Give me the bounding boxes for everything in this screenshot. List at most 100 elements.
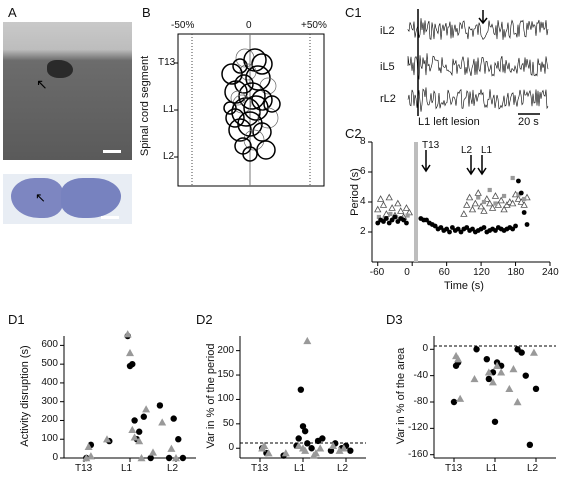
d1-point (179, 454, 187, 462)
d1-y-tick: 0 (52, 452, 58, 463)
d2-point (260, 441, 269, 449)
d2-point (299, 423, 307, 430)
c2-point (424, 217, 429, 223)
c2-point (444, 226, 450, 232)
d2-point (303, 336, 312, 345)
b-x-tick-right: +50% (301, 20, 327, 31)
c2-point (488, 204, 497, 211)
ventral-root-trace (407, 18, 549, 40)
arrow-icon: ↖ (35, 190, 46, 205)
lesion-dark-area (47, 60, 73, 78)
b-x-tick-mid: 0 (246, 20, 252, 31)
c2-point (463, 201, 471, 208)
d3-point (491, 418, 499, 425)
c2-point (386, 220, 392, 226)
c2-x-tick: 240 (542, 267, 559, 278)
scale-bar (103, 150, 121, 153)
c2-arrow-l1-icon (477, 155, 487, 176)
b-y-tick-l2: L2 (163, 151, 175, 162)
d1-point (167, 444, 176, 452)
c1-arrow-icon (478, 10, 488, 25)
c2-point (476, 195, 481, 200)
d2-point (304, 440, 311, 447)
d3-point (493, 361, 502, 369)
lesion-extent-circle (256, 140, 276, 160)
d2-point (308, 445, 315, 452)
c2-point (383, 216, 389, 221)
c2-point (392, 214, 398, 220)
lesion-extent-circle (238, 82, 266, 110)
c2-point (375, 220, 381, 226)
d3-y-tick: -120 (407, 422, 428, 434)
d1-point (130, 433, 139, 441)
d1-y-tick: 500 (41, 358, 58, 370)
d1-point (103, 435, 111, 443)
c2-point (514, 195, 523, 202)
c2-x-tick: -60 (369, 267, 385, 278)
c2-point (481, 199, 487, 205)
d2-point (301, 446, 310, 454)
d3-point (483, 355, 490, 363)
lesion-extent-circle (251, 89, 273, 111)
c2-point (389, 217, 395, 223)
c2-point (518, 190, 524, 196)
d1-y-tick: 600 (41, 339, 58, 351)
d1-point (123, 330, 132, 338)
d3-y-tick: 0 (422, 343, 428, 355)
d3-point (470, 374, 479, 383)
d1-point (158, 418, 167, 426)
d1-point (156, 402, 164, 409)
c2-point (508, 199, 517, 207)
d3-x-tick: T13 (445, 463, 463, 474)
c2-annot-t13: T13 (422, 140, 440, 151)
trace-label-il2: iL2 (380, 25, 395, 37)
d2-point (281, 449, 290, 457)
c2-point (493, 228, 498, 233)
d2-point (264, 449, 273, 457)
d2-point (335, 446, 344, 454)
c2-point (481, 225, 487, 230)
c2-lesion-bar (414, 142, 418, 262)
c2-point (447, 229, 452, 235)
c2-point (477, 202, 485, 210)
c2-x-tick: 180 (507, 267, 525, 278)
b-x-tick-left: -50% (171, 20, 195, 31)
d2-y-tick: 100 (217, 393, 234, 405)
d1-point (82, 454, 91, 462)
d1-y-tick: 200 (41, 414, 58, 426)
spinal-cord-photo: ↖ (3, 22, 132, 160)
c2-point (520, 201, 528, 208)
c2-point (460, 210, 468, 217)
panel-label-d3: D3 (386, 312, 403, 327)
c2-point (402, 204, 411, 211)
lesion-extent-circle (221, 63, 243, 85)
c2-point (397, 207, 405, 214)
trace-label-rl2: rL2 (380, 93, 396, 105)
trace-label-il5: iL5 (380, 61, 395, 73)
d3-axes (433, 336, 556, 459)
c1-scale-label: 20 s (518, 116, 539, 128)
b-y-tick-l1: L1 (163, 104, 175, 115)
c2-point (385, 193, 393, 201)
d1-point (165, 454, 173, 462)
c2-point (401, 217, 406, 223)
d3-point (509, 365, 518, 373)
d1-point (142, 405, 151, 413)
c2-point (510, 226, 516, 232)
panel-label-d2: D2 (196, 312, 213, 327)
c2-y-tick: 6 (360, 166, 366, 177)
lesion-extent-circle (234, 74, 254, 94)
c2-annot-l1: L1 (481, 145, 493, 156)
c2-point (381, 219, 386, 224)
d3-point (488, 378, 497, 386)
lesion-extent-circle (223, 101, 237, 115)
d3-point (505, 384, 514, 393)
d1-point (86, 452, 95, 460)
c2-point (376, 214, 381, 220)
panel-label-a: A (8, 5, 17, 20)
c2-point (470, 226, 475, 232)
c2-point (521, 210, 527, 215)
c2-point (388, 211, 393, 217)
section-photo: ↖ (3, 174, 132, 224)
